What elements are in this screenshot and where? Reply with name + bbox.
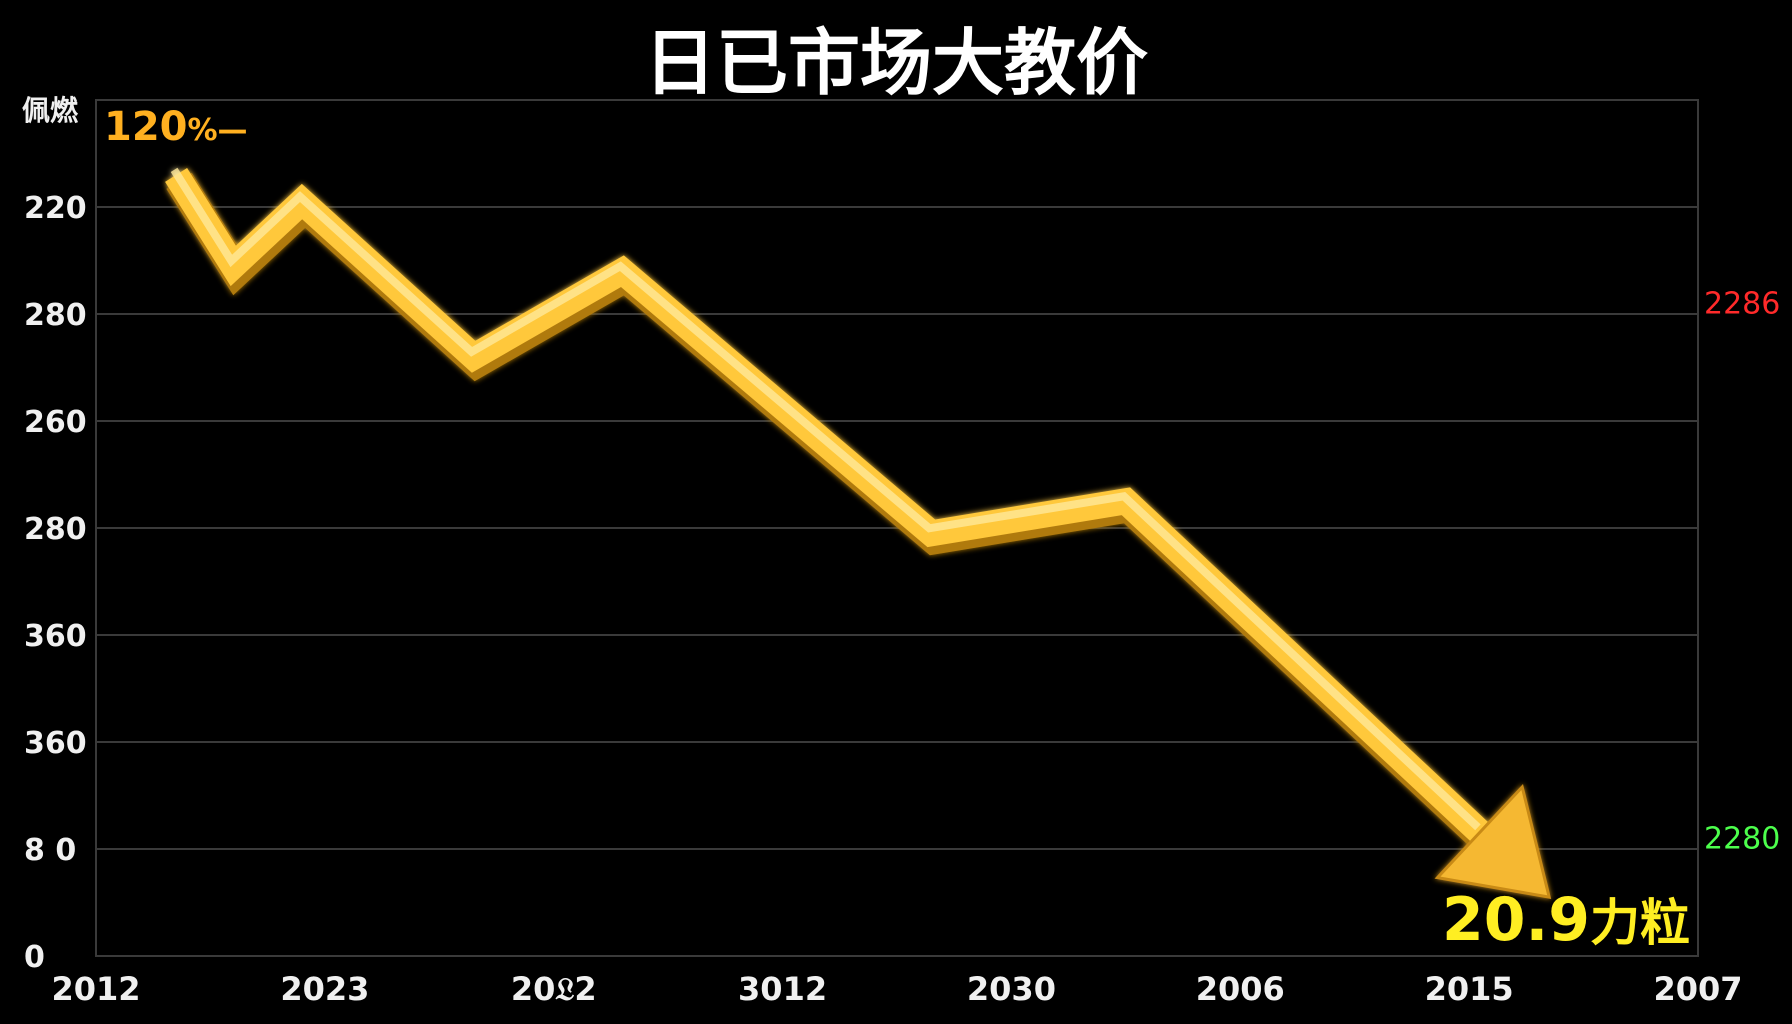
end-annotation-value: 20.9 — [1442, 885, 1590, 955]
series-line — [165, 167, 1489, 842]
end-annotation: 20.9力粒 — [1442, 885, 1690, 955]
chart-title: 日已市场大教价 — [644, 21, 1148, 105]
y-tick-label: 280 — [24, 512, 87, 547]
series-arrowhead — [1434, 783, 1552, 899]
y-tick-label: 360 — [24, 726, 87, 761]
y-tick-label: 280 — [24, 298, 87, 333]
x-tick-label: 20𝔏2 — [511, 970, 597, 1008]
x-tick-label: 2007 — [1653, 970, 1742, 1008]
x-tick-label: 2006 — [1196, 970, 1285, 1008]
x-tick-label: 2012 — [51, 970, 140, 1008]
x-tick-label: 2015 — [1425, 970, 1514, 1008]
end-annotation-suffix: 力粒 — [1590, 894, 1690, 952]
y-tick-label: 260 — [24, 405, 87, 440]
right-label: 2286 — [1704, 286, 1780, 321]
series-layer — [165, 167, 1552, 899]
x-tick-label: 3012 — [738, 970, 827, 1008]
x-tick-labels: 2012 2023 20𝔏2 3012 2030 2006 2015 2007 — [51, 970, 1742, 1008]
series-line-highlight — [170, 167, 1481, 831]
y-tick-labels: 0 8 0 360 360 280 260 280 220 — [24, 191, 87, 975]
start-annotation-value: 120 — [104, 104, 188, 150]
right-side-labels: 2286 2280 — [1704, 286, 1780, 856]
y-axis-title: 佩燃 — [22, 94, 79, 127]
x-tick-label: 2023 — [280, 970, 369, 1008]
y-tick-label: 220 — [24, 191, 87, 226]
right-label: 2280 — [1704, 821, 1780, 856]
start-annotation: 120%— — [104, 104, 248, 150]
y-tick-label: 8 0 — [24, 833, 76, 868]
y-tick-label: 0 — [24, 940, 45, 975]
y-tick-label: 360 — [24, 619, 87, 654]
grid-lines — [96, 206, 1698, 850]
start-annotation-suffix: %— — [188, 113, 248, 148]
x-tick-label: 2030 — [967, 970, 1056, 1008]
